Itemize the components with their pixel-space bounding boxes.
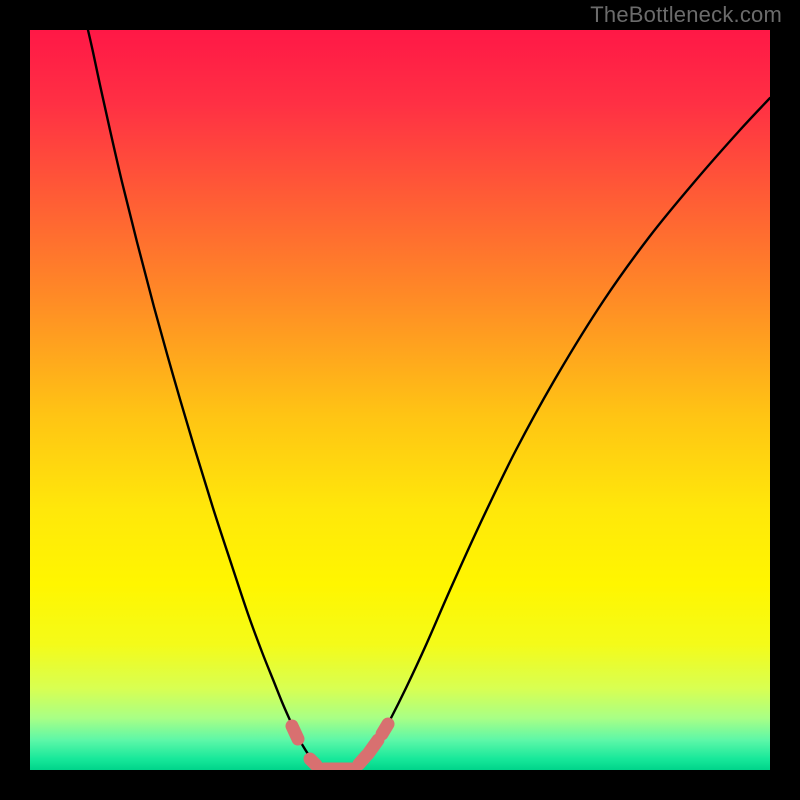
plot-area [30,30,770,770]
highlight-marker [382,724,388,734]
highlight-markers [292,724,388,769]
watermark-label: TheBottleneck.com [590,2,782,28]
bottleneck-curve [88,30,770,770]
highlight-marker [368,740,378,754]
curve-layer [30,30,770,770]
highlight-marker [310,759,316,765]
highlight-marker [292,726,298,739]
